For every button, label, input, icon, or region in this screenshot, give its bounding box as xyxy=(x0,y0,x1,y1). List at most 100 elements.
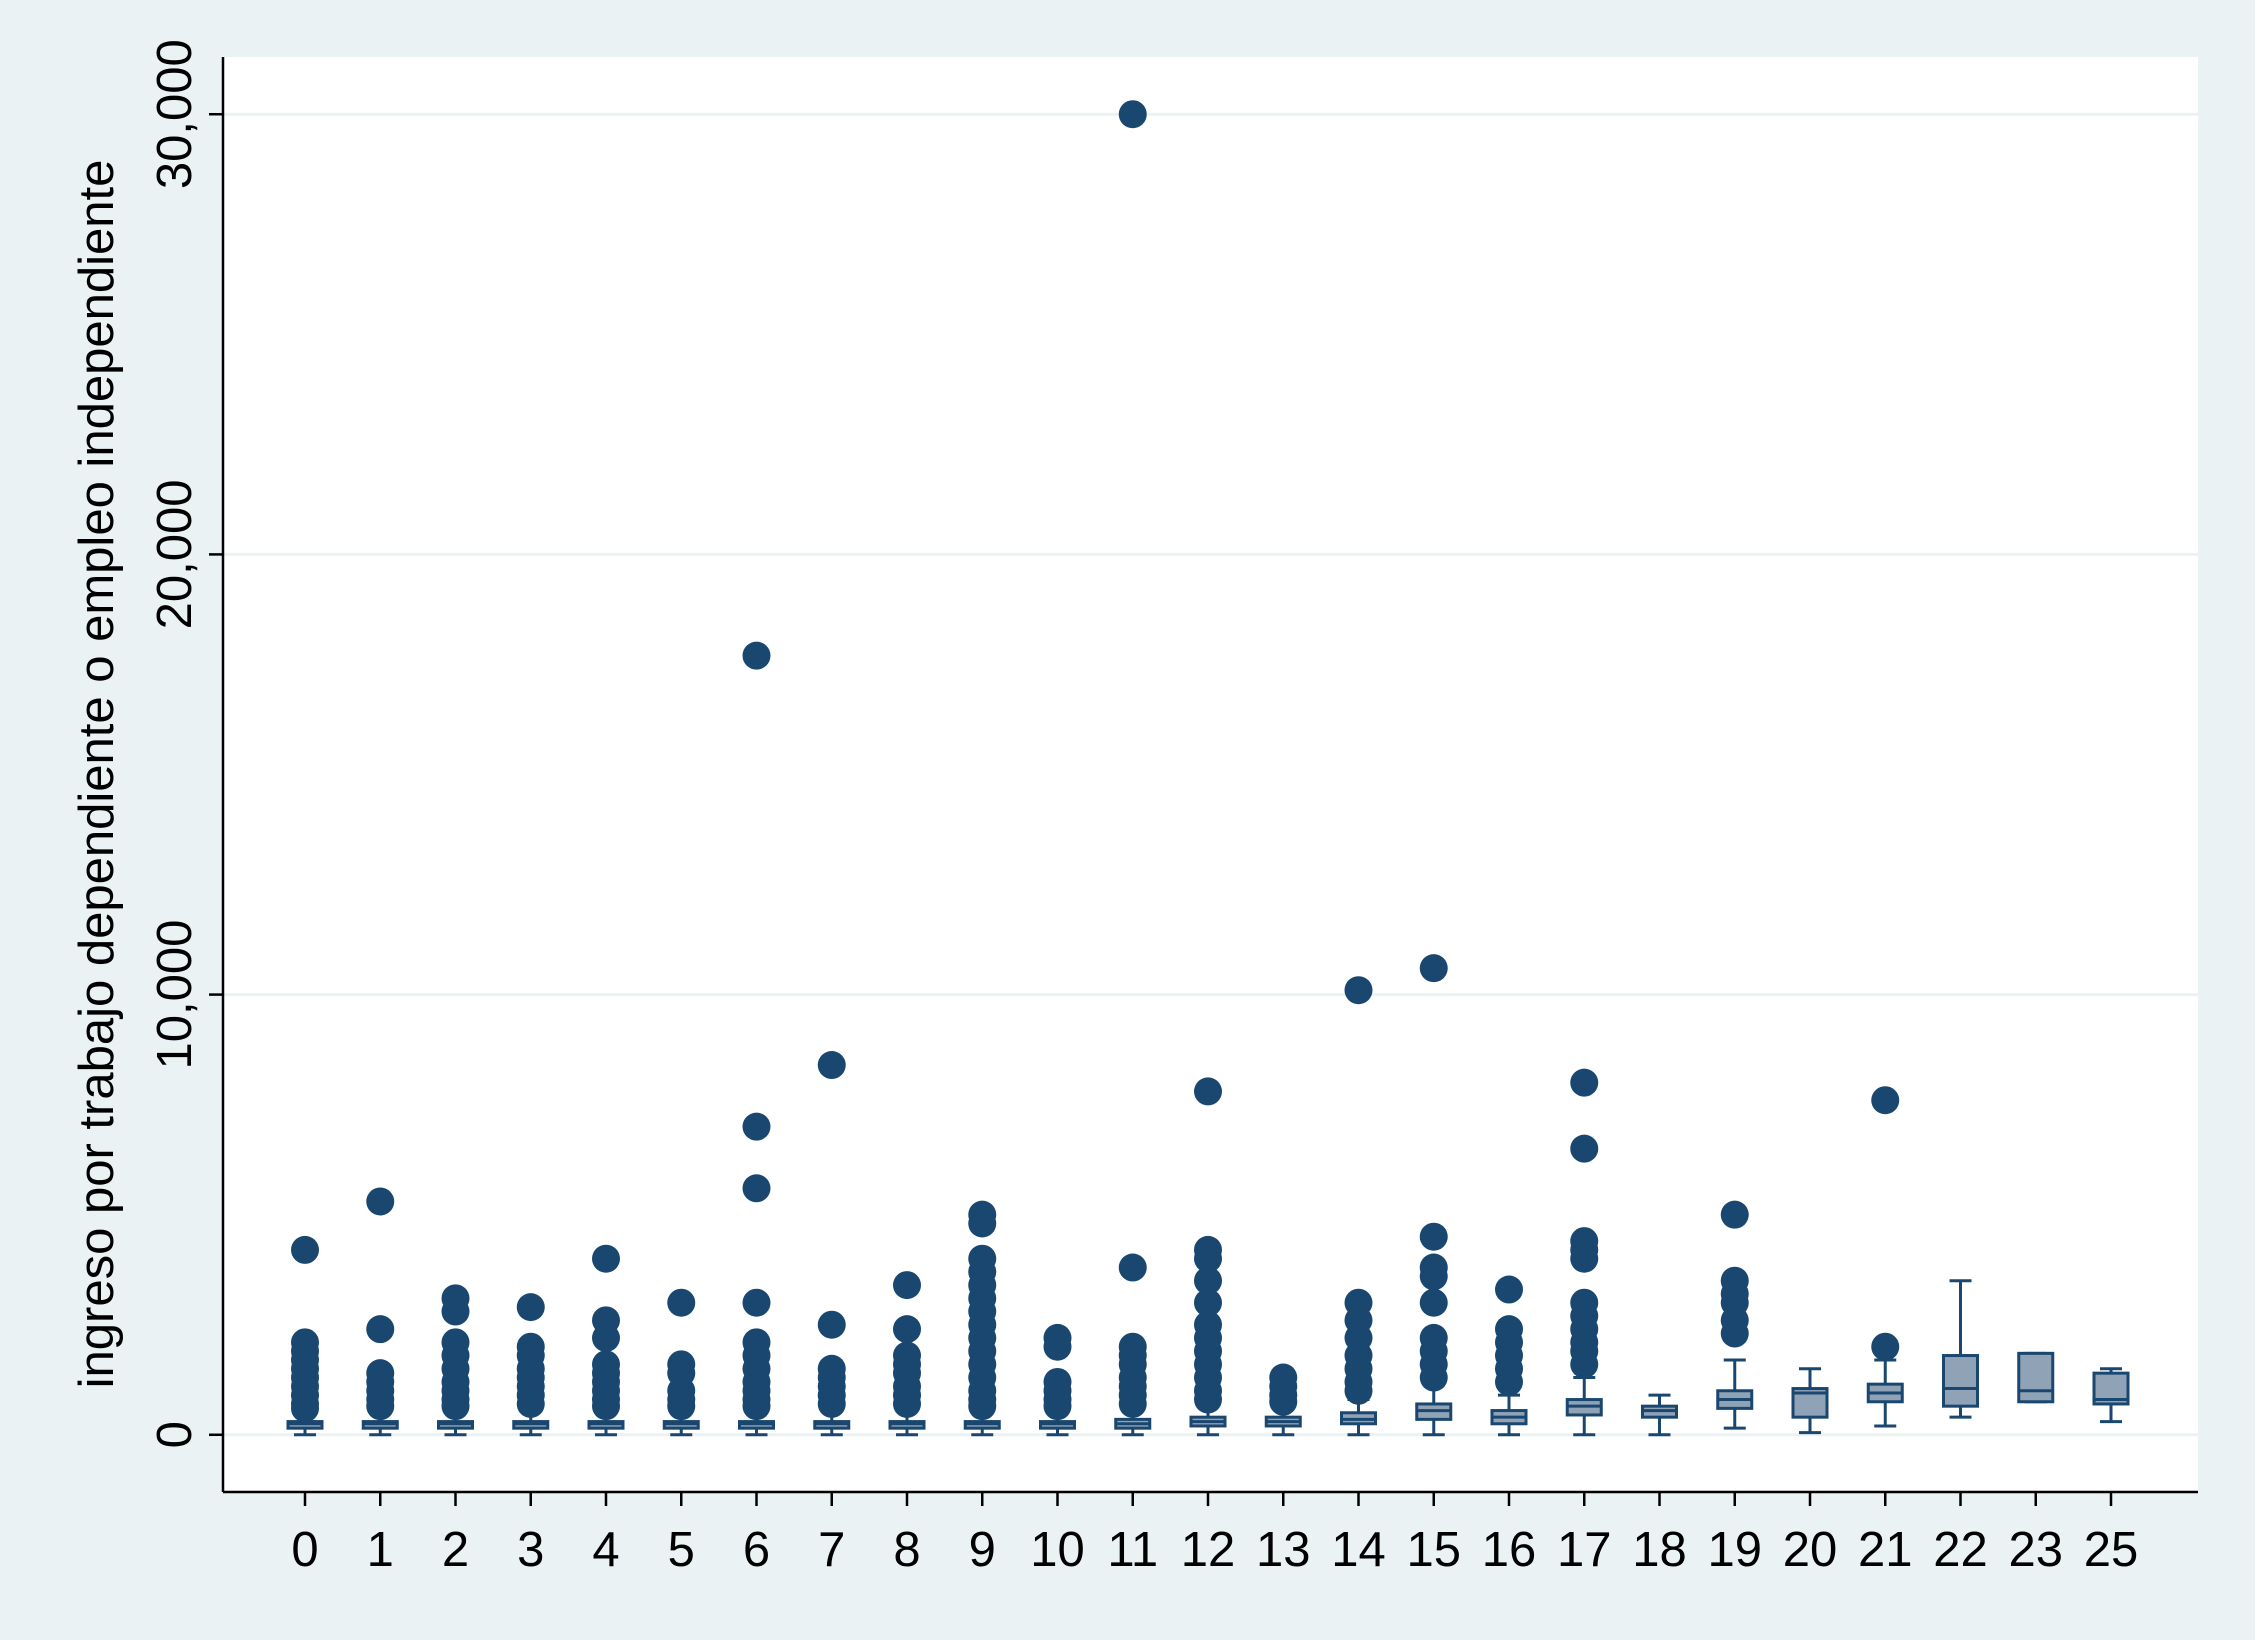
outlier-point xyxy=(817,1389,846,1418)
y-tick-label: 30,000 xyxy=(148,39,202,189)
y-tick-label: 0 xyxy=(148,1421,202,1448)
outlier-point xyxy=(1570,1244,1599,1273)
outlier-point xyxy=(1871,1332,1900,1361)
outlier-point xyxy=(592,1244,620,1273)
x-tick-label: 5 xyxy=(668,1523,695,1577)
outlier-point xyxy=(893,1271,921,1300)
x-tick-label: 23 xyxy=(2008,1523,2063,1577)
outlier-point xyxy=(366,1315,395,1344)
outlier-point xyxy=(667,1392,696,1421)
outlier-point xyxy=(1269,1387,1298,1416)
box-19 xyxy=(1716,1358,1754,1430)
x-tick-label: 4 xyxy=(592,1523,619,1577)
x-tick-label: 17 xyxy=(1557,1523,1612,1577)
outlier-point xyxy=(742,1174,771,1203)
outlier-point xyxy=(1419,954,1448,983)
outlier-point xyxy=(893,1315,921,1344)
x-tick-label: 15 xyxy=(1406,1523,1461,1577)
outlier-point xyxy=(1194,1077,1222,1106)
outlier-point xyxy=(592,1323,620,1352)
outlier-point xyxy=(667,1288,696,1317)
outlier-point xyxy=(1344,1376,1373,1405)
outlier-point xyxy=(1419,1222,1448,1251)
x-tick-label: 9 xyxy=(969,1523,996,1577)
outlier-point xyxy=(742,1288,771,1317)
outlier-point xyxy=(1194,1266,1222,1295)
outlier-point xyxy=(893,1389,921,1418)
outlier-point xyxy=(291,1394,319,1423)
x-tick-label: 18 xyxy=(1632,1523,1687,1577)
outlier-point xyxy=(1419,1363,1448,1392)
outlier-point xyxy=(1871,1086,1900,1115)
y-tick-label: 10,000 xyxy=(148,920,202,1070)
y-axis-title: ingreso por trabajo dependiente o empleo… xyxy=(70,160,124,1389)
x-tick-label: 25 xyxy=(2084,1523,2139,1577)
outlier-point xyxy=(817,1051,846,1080)
box-25 xyxy=(2092,1367,2130,1424)
outlier-point xyxy=(366,1187,395,1216)
x-tick-label: 16 xyxy=(1482,1523,1537,1577)
outlier-point xyxy=(742,1392,771,1421)
outlier-point xyxy=(968,1209,997,1238)
box-20 xyxy=(1791,1367,1829,1435)
outlier-point xyxy=(968,1392,997,1421)
x-tick-label: 22 xyxy=(1933,1523,1988,1577)
x-tick-label: 6 xyxy=(743,1523,770,1577)
box-16 xyxy=(1490,1393,1528,1437)
outlier-point xyxy=(1118,1389,1147,1418)
outlier-point xyxy=(291,1235,319,1264)
outlier-point xyxy=(1194,1288,1222,1317)
x-tick-label: 12 xyxy=(1181,1523,1236,1577)
box-iqr xyxy=(2017,1351,2055,1404)
outlier-point xyxy=(1720,1319,1749,1348)
x-tick-label: 3 xyxy=(517,1523,544,1577)
gridlines xyxy=(223,112,2198,1437)
box-17 xyxy=(1565,1376,1603,1437)
outlier-point xyxy=(592,1392,620,1421)
outlier-point xyxy=(1043,1332,1072,1361)
outlier-point xyxy=(1495,1275,1523,1304)
outlier-point xyxy=(742,641,771,670)
x-tick-label: 2 xyxy=(442,1523,469,1577)
outlier-point xyxy=(1194,1244,1222,1273)
outlier-point xyxy=(516,1293,545,1322)
outlier-point xyxy=(1118,1253,1147,1282)
box-22 xyxy=(1942,1279,1979,1419)
box-23 xyxy=(2017,1351,2055,1404)
outlier-point xyxy=(1720,1200,1749,1229)
outlier-point xyxy=(441,1297,470,1326)
box-iqr xyxy=(1942,1354,1979,1408)
x-axis-ticks: 0 1 2 3 4 5 6 7 8 9 10 11 12 13 14 15 16 17 18 19 20 21 22 23 25 xyxy=(291,1492,2138,1577)
x-tick-label: 8 xyxy=(893,1523,920,1577)
outlier-point xyxy=(1344,976,1373,1005)
outlier-point xyxy=(742,1112,771,1141)
outlier-point xyxy=(1419,1288,1448,1317)
x-tick-label: 1 xyxy=(367,1523,394,1577)
x-tick-label: 7 xyxy=(818,1523,845,1577)
x-tick-label: 21 xyxy=(1858,1523,1913,1577)
y-axis-ticks: 0 10,000 20,000 30,000 xyxy=(148,39,223,1448)
x-tick-label: 0 xyxy=(291,1523,318,1577)
y-tick-label: 20,000 xyxy=(148,479,202,629)
outlier-point xyxy=(1419,1262,1448,1291)
outlier-points xyxy=(291,100,1900,1423)
outlier-point xyxy=(1570,1068,1599,1097)
box-18 xyxy=(1641,1393,1678,1437)
x-tick-label: 13 xyxy=(1256,1523,1311,1577)
outlier-point xyxy=(1194,1385,1222,1414)
x-tick-label: 14 xyxy=(1331,1523,1386,1577)
outlier-point xyxy=(516,1389,545,1418)
x-tick-label: 20 xyxy=(1783,1523,1838,1577)
outlier-point xyxy=(1118,100,1147,129)
outlier-point xyxy=(1570,1134,1599,1163)
outlier-point xyxy=(366,1392,395,1421)
box-15 xyxy=(1415,1380,1453,1437)
x-tick-label: 10 xyxy=(1030,1523,1085,1577)
outlier-point xyxy=(1043,1392,1072,1421)
outlier-point xyxy=(817,1310,846,1339)
outlier-point xyxy=(1495,1367,1523,1396)
x-tick-label: 11 xyxy=(1107,1523,1158,1577)
outlier-point xyxy=(1570,1350,1599,1379)
x-tick-label: 19 xyxy=(1707,1523,1762,1577)
